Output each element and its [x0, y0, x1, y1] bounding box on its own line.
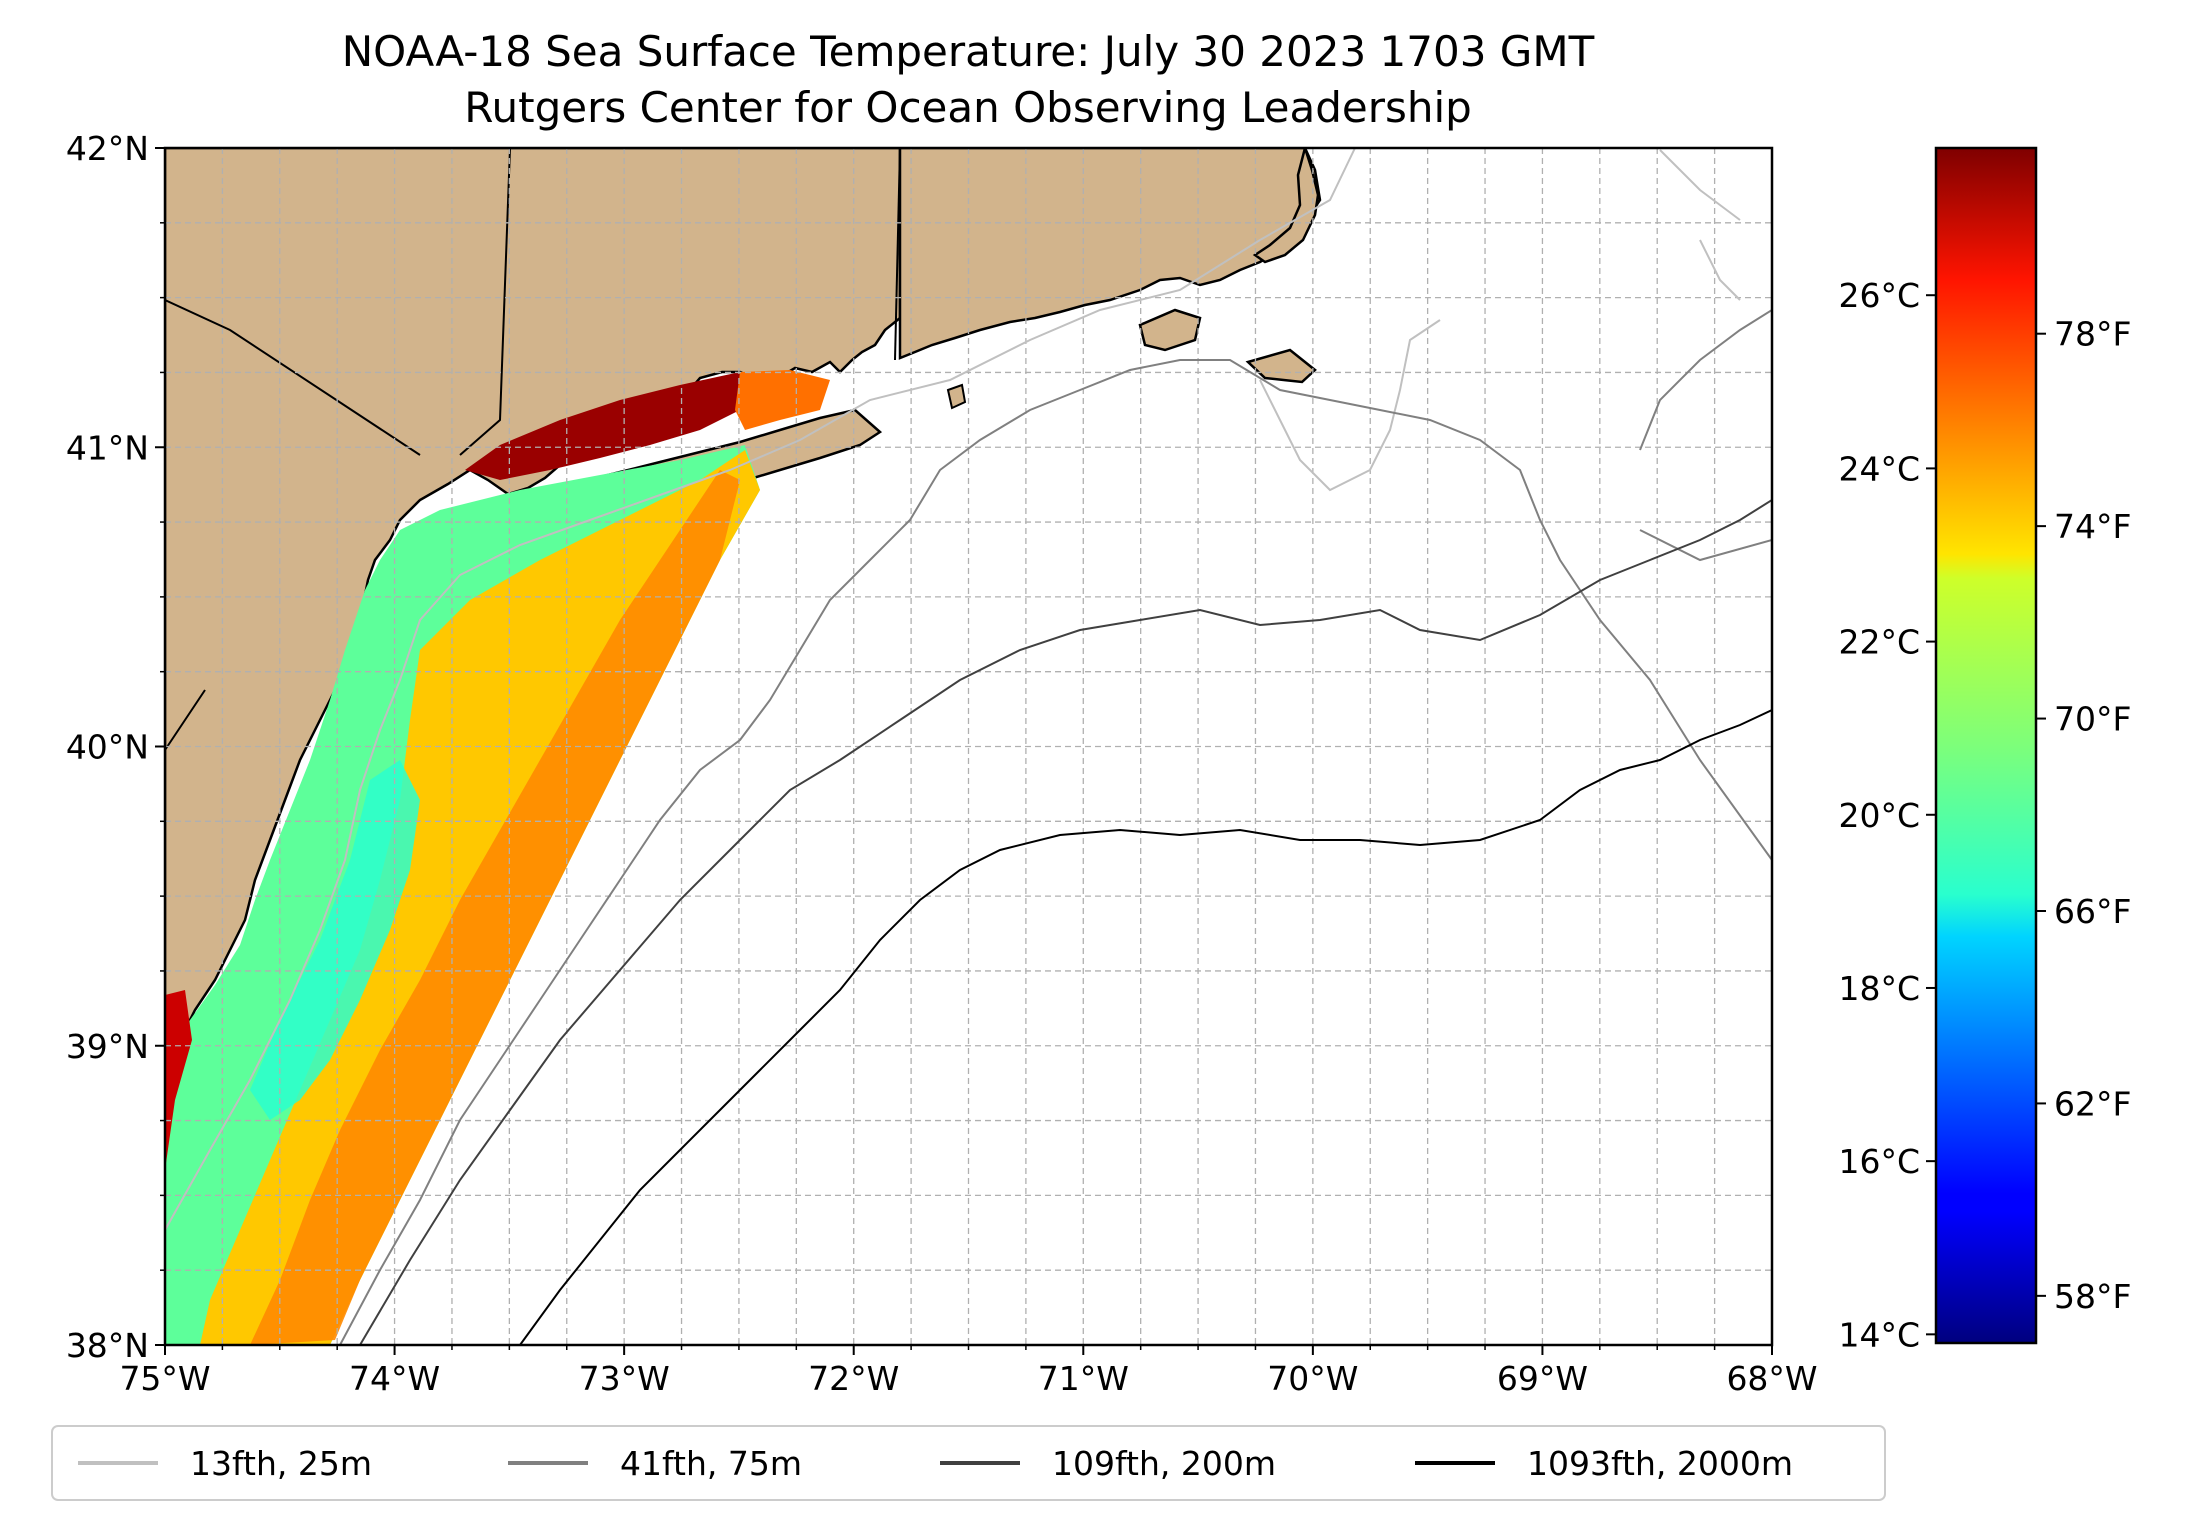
latitude-ticks: 42°N 41°N 40°N 39°N 38°N: [66, 129, 165, 1365]
celsius-tick-label: 26°C: [1838, 276, 1920, 315]
lon-tick-label: 71°W: [1038, 1359, 1129, 1398]
lat-tick-label: 39°N: [66, 1027, 149, 1066]
legend-label: 13fth, 25m: [190, 1444, 372, 1483]
land-marthas-vineyard: [1138, 308, 1202, 352]
lon-tick-label: 73°W: [579, 1359, 670, 1398]
land-block-island: [946, 383, 967, 410]
legend-label: 1093fth, 2000m: [1527, 1444, 1793, 1483]
lon-tick-label: 72°W: [808, 1359, 899, 1398]
celsius-tick-label: 24°C: [1838, 449, 1920, 488]
lon-tick-label: 74°W: [349, 1359, 440, 1398]
longitude-ticks: 75°W 74°W 73°W 72°W 71°W 70°W 69°W 68°W: [119, 1345, 1818, 1398]
celsius-tick-label: 16°C: [1838, 1142, 1920, 1181]
lat-tick-label: 41°N: [66, 428, 149, 467]
sst-band-hot: [250, 470, 740, 1345]
isobath-200m: [359, 499, 1772, 1345]
fahrenheit-tick-label: 66°F: [2054, 892, 2131, 931]
fahrenheit-tick-label: 62°F: [2054, 1084, 2131, 1123]
lon-tick-label: 69°W: [1497, 1359, 1588, 1398]
celsius-tick-label: 22°C: [1838, 623, 1920, 662]
sst-swath: [165, 370, 830, 1345]
sst-long-island-sound: [465, 372, 760, 480]
isobath-contours: [165, 148, 1772, 1345]
isobath-75m: [339, 359, 1772, 1345]
state-borders: [165, 148, 901, 751]
gridlines: [165, 148, 1772, 1345]
lon-tick-label: 75°W: [119, 1359, 210, 1398]
fahrenheit-tick-label: 78°F: [2054, 315, 2131, 354]
map-area: [165, 148, 1772, 1345]
lat-tick-label: 42°N: [66, 129, 149, 168]
celsius-tick-label: 20°C: [1838, 796, 1920, 835]
legend-label: 109fth, 200m: [1052, 1444, 1276, 1483]
colorbar-celsius-ticks: 14°C 16°C 18°C 20°C 22°C 24°C 26°C: [1838, 276, 1936, 1354]
legend-label: 41fth, 75m: [620, 1444, 802, 1483]
map-title: NOAA-18 Sea Surface Temperature: July 30…: [342, 27, 1595, 76]
fahrenheit-tick-label: 70°F: [2054, 700, 2131, 739]
isobath-25m: [165, 148, 1356, 1231]
lat-tick-label: 38°N: [66, 1326, 149, 1365]
isobath-25m-shoals: [1259, 149, 1741, 492]
land-mainland: [165, 148, 902, 1063]
sst-sound-east: [735, 370, 830, 430]
land-nantucket: [1245, 348, 1317, 384]
colorbar-fahrenheit-ticks: 58°F 62°F 66°F 70°F 74°F 78°F: [2036, 315, 2131, 1316]
celsius-tick-label: 18°C: [1838, 969, 1920, 1008]
isobath-75m-north: [1639, 309, 1772, 562]
colorbar: [1934, 146, 2038, 1345]
map-subtitle: Rutgers Center for Ocean Observing Leade…: [464, 83, 1472, 132]
sst-delaware: [165, 990, 192, 1170]
sst-band-cool-coast: [250, 760, 420, 1120]
lon-tick-label: 68°W: [1726, 1359, 1817, 1398]
lat-tick-label: 40°N: [66, 728, 149, 767]
land-cape-cod: [1252, 148, 1320, 264]
celsius-tick-label: 14°C: [1838, 1315, 1920, 1354]
fahrenheit-tick-label: 58°F: [2054, 1277, 2131, 1316]
lon-tick-label: 70°W: [1267, 1359, 1358, 1398]
fahrenheit-tick-label: 74°F: [2054, 507, 2131, 546]
isobath-2000m: [519, 709, 1772, 1345]
legend: 13fth, 25m 41fth, 75m 109fth, 200m 1093fth,…: [51, 1425, 1886, 1501]
